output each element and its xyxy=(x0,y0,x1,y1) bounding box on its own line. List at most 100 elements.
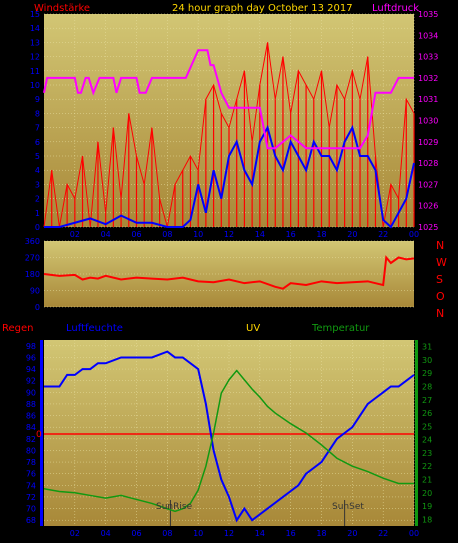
direction-line xyxy=(43,255,415,290)
temperature-tick-label: 26 xyxy=(422,409,432,418)
pressure-tick-label: 1032 xyxy=(418,74,438,83)
chart-marks xyxy=(43,42,415,526)
temperature-tick-label: 25 xyxy=(422,422,432,431)
wind-tick-label: 3 xyxy=(35,180,40,189)
wind-tick-label: 15 xyxy=(30,10,40,19)
humidity-tick-label: 96 xyxy=(26,353,36,362)
wind-tick-label: 8 xyxy=(35,109,40,118)
wind-tick-label: 10 xyxy=(30,81,40,90)
time-tick-label: 00 xyxy=(409,230,419,239)
time-tick-label: 10 xyxy=(193,230,203,239)
wind-line xyxy=(43,42,415,228)
time-tick-label: 20 xyxy=(347,529,357,538)
pressure-tick-label: 1025 xyxy=(418,223,438,232)
humidity-tick-label: 72 xyxy=(26,493,36,502)
humidity-tick-label: 80 xyxy=(26,446,36,455)
humidity-tick-label: 68 xyxy=(26,516,36,525)
humidity-tick-label: 70 xyxy=(26,505,36,514)
temperature-tick-label: 22 xyxy=(422,462,432,471)
time-tick-label: 12 xyxy=(224,529,234,538)
wind-tick-label: 7 xyxy=(35,124,40,133)
wind-tick-label: 5 xyxy=(35,152,40,161)
humidity-tick-label: 92 xyxy=(26,377,36,386)
time-tick-label: 14 xyxy=(255,529,265,538)
wind-tick-label: 12 xyxy=(30,53,40,62)
direction-label-w: W xyxy=(436,256,447,269)
humidity-tick-label: 94 xyxy=(26,365,36,374)
rain-axis-title: Regen xyxy=(2,323,34,334)
pressure-tick-label: 1028 xyxy=(418,159,438,168)
chart-title: 24 hour graph day October 13 2017 xyxy=(172,3,353,14)
pressure-tick-label: 1026 xyxy=(418,202,438,211)
wind-tick-label: 6 xyxy=(35,138,40,147)
humidity-tick-label: 98 xyxy=(26,342,36,351)
time-tick-label: 04 xyxy=(101,529,111,538)
tick-labels: 0123456789101112131415102510261027102810… xyxy=(25,10,439,538)
pressure-tick-label: 1031 xyxy=(418,95,438,104)
pressure-tick-label: 1035 xyxy=(418,10,438,19)
time-tick-label: 22 xyxy=(378,230,388,239)
time-tick-label: 18 xyxy=(316,529,326,538)
time-tick-label: 12 xyxy=(224,230,234,239)
temperature-tick-label: 30 xyxy=(422,356,432,365)
humidity-tick-label: 76 xyxy=(26,470,36,479)
temperature-tick-label: 24 xyxy=(422,436,432,445)
direction-tick-label: 360 xyxy=(25,237,40,246)
wind-tick-label: 13 xyxy=(30,38,40,47)
pressure-tick-label: 1033 xyxy=(418,53,438,62)
wind-tick-label: 14 xyxy=(30,24,40,33)
time-tick-label: 08 xyxy=(162,230,172,239)
time-tick-label: 14 xyxy=(255,230,265,239)
temperature-tick-label: 20 xyxy=(422,489,432,498)
time-tick-label: 16 xyxy=(286,230,296,239)
pressure-tick-label: 1029 xyxy=(418,138,438,147)
direction-label-n1: N xyxy=(436,239,444,252)
humidity-tick-label: 84 xyxy=(26,423,36,432)
humidity-axis-bar xyxy=(40,340,43,526)
sunrise-label: SunRise xyxy=(156,502,193,512)
pressure-line xyxy=(43,49,414,150)
humidity-tick-label: 88 xyxy=(26,400,36,409)
time-tick-label: 00 xyxy=(409,529,419,538)
pressure-tick-label: 1034 xyxy=(418,31,438,40)
time-tick-label: 04 xyxy=(101,230,111,239)
humidity-tick-label: 90 xyxy=(26,388,36,397)
sunset-label: SunSet xyxy=(332,502,364,512)
avg-wind-line xyxy=(44,124,415,229)
pressure-axis-title: Luftdruck xyxy=(372,3,419,14)
wind-axis-title: Windstärke xyxy=(34,3,90,14)
humidity-line xyxy=(44,350,415,523)
temperature-tick-label: 31 xyxy=(422,343,432,352)
direction-tick-label: 90 xyxy=(30,287,40,296)
time-tick-label: 20 xyxy=(347,230,357,239)
temperature-axis-bar xyxy=(415,340,418,526)
time-tick-label: 08 xyxy=(162,529,172,538)
pressure-tick-label: 1030 xyxy=(418,117,438,126)
time-tick-label: 06 xyxy=(131,529,141,538)
direction-label-s: S xyxy=(436,273,443,286)
pressure-tick-label: 1027 xyxy=(418,180,438,189)
direction-label-n2: N xyxy=(436,307,444,320)
time-tick-label: 02 xyxy=(70,230,80,239)
temperature-tick-label: 23 xyxy=(422,449,432,458)
humidity-tick-label: 74 xyxy=(26,481,36,490)
humidity-tick-label: 86 xyxy=(26,412,36,421)
wind-tick-label: 2 xyxy=(35,195,40,204)
time-tick-label: 10 xyxy=(193,529,203,538)
time-tick-label: 22 xyxy=(378,529,388,538)
wind-tick-label: 9 xyxy=(35,95,40,104)
temperature-tick-label: 18 xyxy=(422,515,432,524)
time-tick-label: 18 xyxy=(316,230,326,239)
wind-tick-label: 4 xyxy=(35,166,40,175)
humidity-axis-title: Luftfeuchte xyxy=(66,323,123,334)
direction-tick-label: 270 xyxy=(25,254,40,263)
temperature-line xyxy=(43,369,414,513)
direction-plot-area xyxy=(44,241,414,307)
time-tick-label: 06 xyxy=(131,230,141,239)
temperature-tick-label: 29 xyxy=(422,369,432,378)
wind-tick-label: 11 xyxy=(30,67,40,76)
uv-axis-title: UV xyxy=(246,323,260,334)
rain-zero-label: 0 xyxy=(36,430,42,440)
